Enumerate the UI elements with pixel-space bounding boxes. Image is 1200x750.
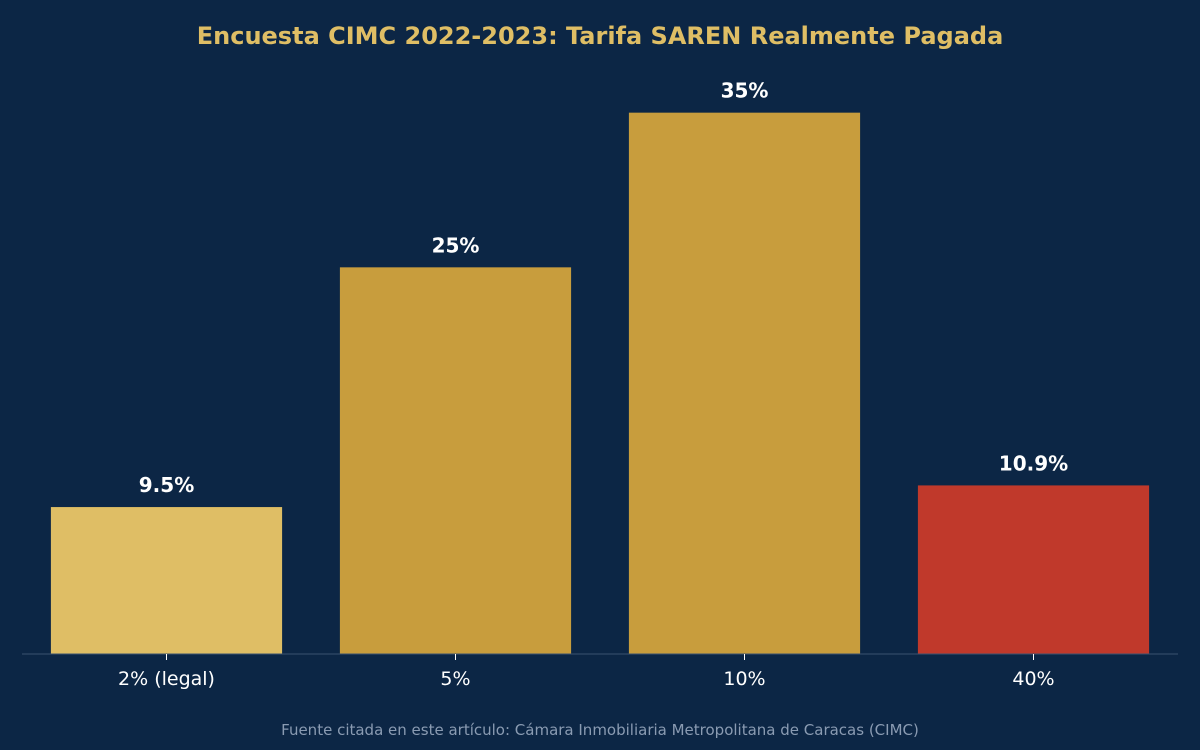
bar <box>628 112 861 654</box>
x-tick-label: 40% <box>1012 668 1054 690</box>
bar-value-label: 25% <box>432 233 480 257</box>
bar <box>50 507 283 654</box>
chart-title: Encuesta CIMC 2022-2023: Tarifa SAREN Re… <box>197 22 1004 50</box>
x-tick-label: 10% <box>723 668 765 690</box>
bar-value-label: 10.9% <box>999 451 1068 475</box>
bars-layer: 9.5% 25% 35% 10.9% <box>50 79 1150 654</box>
x-ticks-layer: 2% (legal) 5% 10% 40% <box>118 654 1055 690</box>
bar-value-label: 35% <box>721 79 769 103</box>
source-note: Fuente citada en este artículo: Cámara I… <box>281 721 919 739</box>
x-tick-label: 5% <box>440 668 470 690</box>
bar <box>917 485 1150 654</box>
bar-value-label: 9.5% <box>139 473 194 497</box>
x-tick-label: 2% (legal) <box>118 668 215 690</box>
bar <box>339 267 572 654</box>
